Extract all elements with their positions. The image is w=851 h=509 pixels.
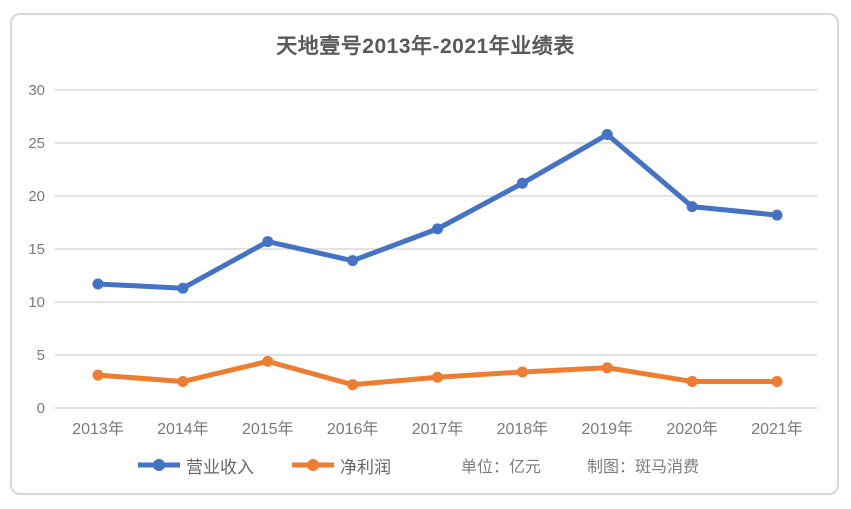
y-axis-tick-10: 10 xyxy=(28,294,45,311)
data-point-1-2021年 xyxy=(771,376,783,387)
net-profit-line-marker-swatch xyxy=(292,459,334,471)
data-point-1-2020年 xyxy=(686,376,698,387)
data-point-0-2020年 xyxy=(686,201,698,213)
data-point-1-2017年 xyxy=(432,371,443,383)
data-point-1-2014年 xyxy=(177,376,189,387)
chart-border-frame xyxy=(10,13,839,495)
x-axis-label-4: 2016年 xyxy=(327,420,379,438)
series-line-0 xyxy=(95,132,780,291)
chart-title: 天地壹号2013年-2021年业绩表 xyxy=(276,35,575,58)
data-point-0-2014年 xyxy=(177,282,189,294)
x-axis-label-3: 2015年 xyxy=(242,420,294,438)
credit-note: 制图：斑马消费 xyxy=(587,459,700,476)
x-axis-label-5: 2017年 xyxy=(412,420,464,438)
data-point-0-2018年 xyxy=(516,177,528,189)
data-point-1-2016年 xyxy=(347,379,359,391)
data-point-0-2019年 xyxy=(601,129,613,141)
legend: 营业收入 净利润 单位：亿元 制图：斑马消费 xyxy=(136,452,699,478)
legend-label-revenue: 营业收入 xyxy=(186,457,254,477)
data-point-0-2015年 xyxy=(262,236,274,248)
data-point-0-2017年 xyxy=(432,223,443,235)
x-axis-label-9: 2021年 xyxy=(751,420,803,438)
data-point-0-2013年 xyxy=(92,278,104,290)
data-point-1-2015年 xyxy=(262,355,274,367)
y-axis-tick-30: 30 xyxy=(28,82,45,99)
y-axis-tick-5: 5 xyxy=(37,347,45,364)
y-axis-tick-0: 0 xyxy=(37,400,45,417)
data-point-1-2019年 xyxy=(601,362,613,374)
x-axis-label-8: 2020年 xyxy=(666,420,718,438)
line-chart-plot-area: 0 5 10 15 20 25 30 2013年 2014年 2015年 2016年 2017年 201… xyxy=(28,82,817,438)
unit-note: 单位：亿元 xyxy=(461,459,542,476)
legend-label-net-profit: 净利润 xyxy=(340,457,391,477)
x-axis-label-6: 2018年 xyxy=(497,420,549,438)
x-axis-label-7: 2019年 xyxy=(581,420,633,438)
legend-item-revenue: 营业收入 xyxy=(136,453,254,478)
x-axis-label-2: 2014年 xyxy=(157,420,209,438)
legend-item-net-profit: 净利润 xyxy=(290,453,391,478)
y-axis-tick-25: 25 xyxy=(28,135,45,152)
data-point-1-2018年 xyxy=(516,366,528,378)
x-axis-label-1: 2013年 xyxy=(72,420,124,438)
data-point-0-2016年 xyxy=(347,255,359,267)
data-point-0-2021年 xyxy=(771,209,783,221)
data-point-1-2013年 xyxy=(92,369,104,381)
y-axis-tick-20: 20 xyxy=(28,188,45,205)
revenue-line-marker-swatch xyxy=(138,459,180,471)
y-axis-tick-15: 15 xyxy=(28,241,45,258)
